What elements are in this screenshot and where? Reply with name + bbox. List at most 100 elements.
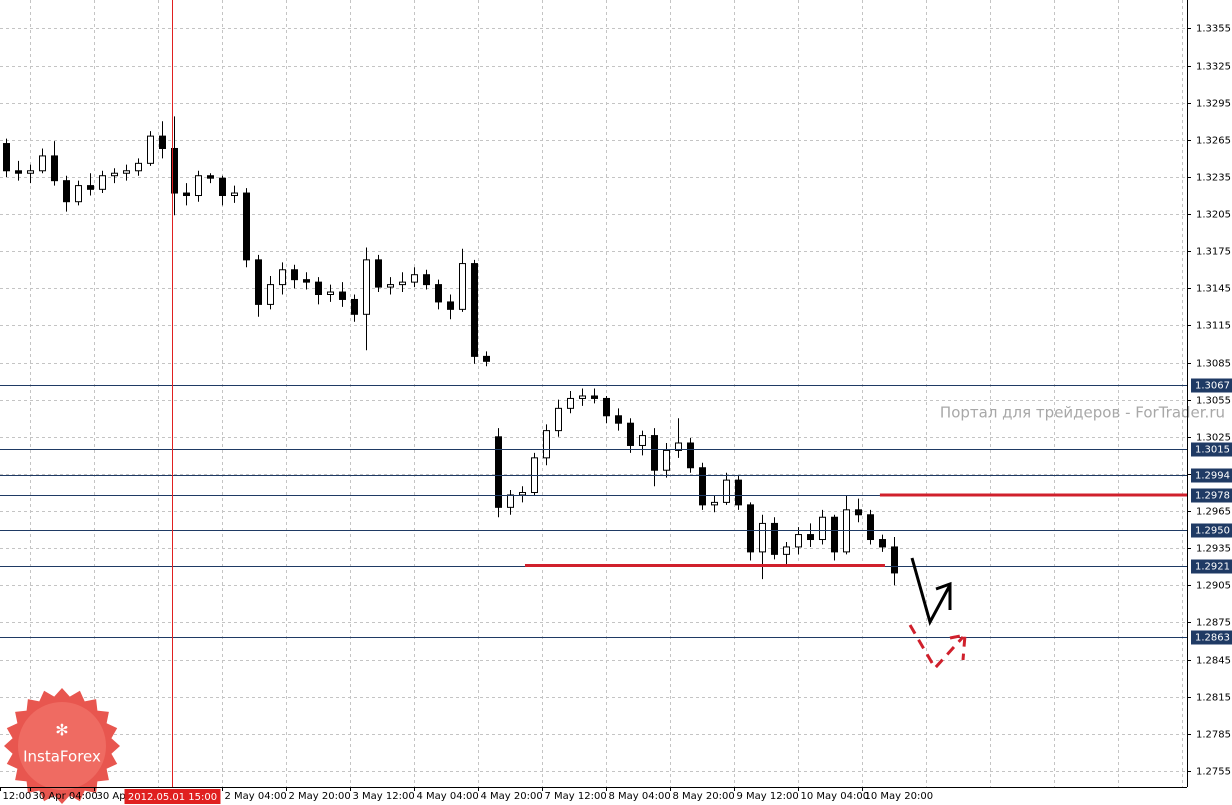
x-tick-label: 10 May 20:00 bbox=[865, 791, 934, 802]
candle-body bbox=[291, 269, 298, 281]
y-tick-label: 1.3355 bbox=[1196, 24, 1231, 35]
candle-body bbox=[351, 298, 358, 315]
candle-body bbox=[267, 284, 274, 305]
candle-body bbox=[447, 301, 454, 310]
candle-body bbox=[615, 415, 622, 424]
candle-body bbox=[807, 534, 814, 541]
y-tick-label: 1.3175 bbox=[1196, 247, 1231, 258]
candle-body bbox=[99, 175, 106, 190]
candle-body bbox=[771, 522, 778, 555]
candle-body bbox=[123, 170, 130, 174]
vertical-grid bbox=[0, 0, 1187, 787]
candle-body bbox=[831, 516, 838, 553]
candle-body bbox=[723, 479, 730, 503]
x-tick-label: 2 May 04:00 bbox=[225, 791, 287, 802]
x-tick-label: 30 Apr 04:00 bbox=[33, 791, 98, 802]
x-tick-label: 4 May 04:00 bbox=[417, 791, 479, 802]
level-label: 1.2994 bbox=[1195, 471, 1230, 482]
watermark: Портал для трейдеров - ForTrader.ru bbox=[940, 404, 1225, 422]
candle-body bbox=[147, 135, 154, 164]
y-tick-label: 1.2785 bbox=[1196, 730, 1231, 741]
candle-body bbox=[519, 491, 526, 496]
x-tick-label: 4 May 20:00 bbox=[481, 791, 543, 802]
candle-body bbox=[507, 494, 514, 508]
candle-body bbox=[135, 162, 142, 172]
candle-body bbox=[747, 504, 754, 553]
level-label-box bbox=[1191, 468, 1232, 483]
level-label-box bbox=[1191, 559, 1232, 574]
candle-body bbox=[51, 155, 58, 182]
candle-body bbox=[879, 539, 886, 548]
candle-body bbox=[159, 135, 166, 149]
candle-body bbox=[423, 274, 430, 286]
candle-body bbox=[183, 192, 190, 197]
candle-body bbox=[399, 281, 406, 286]
candle-body bbox=[255, 259, 262, 305]
candle-body bbox=[3, 143, 10, 172]
candle-body bbox=[435, 284, 442, 303]
candle-body bbox=[627, 422, 634, 446]
candle-body bbox=[387, 284, 394, 288]
y-tick-label: 1.2935 bbox=[1196, 544, 1231, 555]
candle-body bbox=[411, 274, 418, 283]
y-tick-label: 1.3325 bbox=[1196, 62, 1231, 73]
candle-body bbox=[651, 435, 658, 471]
level-label: 1.3015 bbox=[1195, 445, 1230, 456]
level-label: 1.3067 bbox=[1195, 381, 1230, 392]
candle-body bbox=[855, 509, 862, 516]
candle-body bbox=[711, 501, 718, 506]
candle-body bbox=[63, 180, 70, 203]
y-tick-label: 1.2875 bbox=[1196, 618, 1231, 629]
candle-body bbox=[783, 546, 790, 555]
forecast-arrow bbox=[910, 557, 952, 626]
candle-body bbox=[39, 155, 46, 172]
crosshair-label-box bbox=[124, 789, 221, 804]
y-tick-label: 1.2815 bbox=[1196, 693, 1231, 704]
candle-body bbox=[243, 192, 250, 261]
candle-body bbox=[375, 259, 382, 288]
y-tick-label: 1.2965 bbox=[1196, 507, 1231, 518]
level-label-box bbox=[1191, 378, 1232, 393]
candle-body bbox=[591, 395, 598, 399]
x-tick-label: 7 May 12:00 bbox=[545, 791, 607, 802]
logo-icon: ✻ bbox=[55, 721, 68, 740]
y-tick-label: 1.2755 bbox=[1196, 767, 1231, 778]
candle-body bbox=[891, 546, 898, 574]
candle-body bbox=[495, 436, 502, 508]
y-tick-label: 1.3055 bbox=[1196, 396, 1231, 407]
candle-body bbox=[471, 263, 478, 357]
x-tick-label: 30 Apr bbox=[97, 791, 131, 802]
x-tick-label: 8 May 20:00 bbox=[673, 791, 735, 802]
candle-body bbox=[567, 397, 574, 409]
candle-body bbox=[603, 397, 610, 417]
y-tick-label: 1.3025 bbox=[1196, 433, 1231, 444]
plot bbox=[0, 0, 1187, 787]
axis-layer: 1.3355 1.3325 1.3295 1.3265 1.3235 1.3205 1.31… bbox=[0, 24, 1232, 804]
y-tick-label: 1.2845 bbox=[1196, 656, 1231, 667]
logo-text: InstaForex bbox=[23, 748, 101, 766]
y-tick-label: 1.3115 bbox=[1196, 321, 1231, 332]
level-label: 1.2921 bbox=[1195, 562, 1230, 573]
candle-body bbox=[207, 175, 214, 179]
candle-body bbox=[87, 185, 94, 190]
candle-body bbox=[555, 407, 562, 432]
forecast-arrow-alt bbox=[908, 624, 967, 671]
y-tick-label: 1.3235 bbox=[1196, 173, 1231, 184]
y-tick-label: 1.3205 bbox=[1196, 210, 1231, 221]
candle-body bbox=[795, 534, 802, 548]
candle-body bbox=[699, 467, 706, 506]
crosshair-label: 2012.05.01 15:00 bbox=[128, 792, 217, 803]
candle-body bbox=[231, 192, 238, 197]
x-tick-label: 9 May 12:00 bbox=[737, 791, 799, 802]
level-label-box bbox=[1191, 630, 1232, 645]
candle-body bbox=[363, 259, 370, 315]
candle-body bbox=[315, 281, 322, 296]
candle-body bbox=[75, 185, 82, 203]
candle-body bbox=[27, 170, 34, 174]
candle-body bbox=[15, 170, 22, 174]
candle-body bbox=[867, 514, 874, 541]
x-tick-label: 8 May 04:00 bbox=[609, 791, 671, 802]
x-tick-label: 10 May 04:00 bbox=[801, 791, 870, 802]
y-tick-label: 1.3145 bbox=[1196, 284, 1231, 295]
level-label-box bbox=[1191, 523, 1232, 538]
